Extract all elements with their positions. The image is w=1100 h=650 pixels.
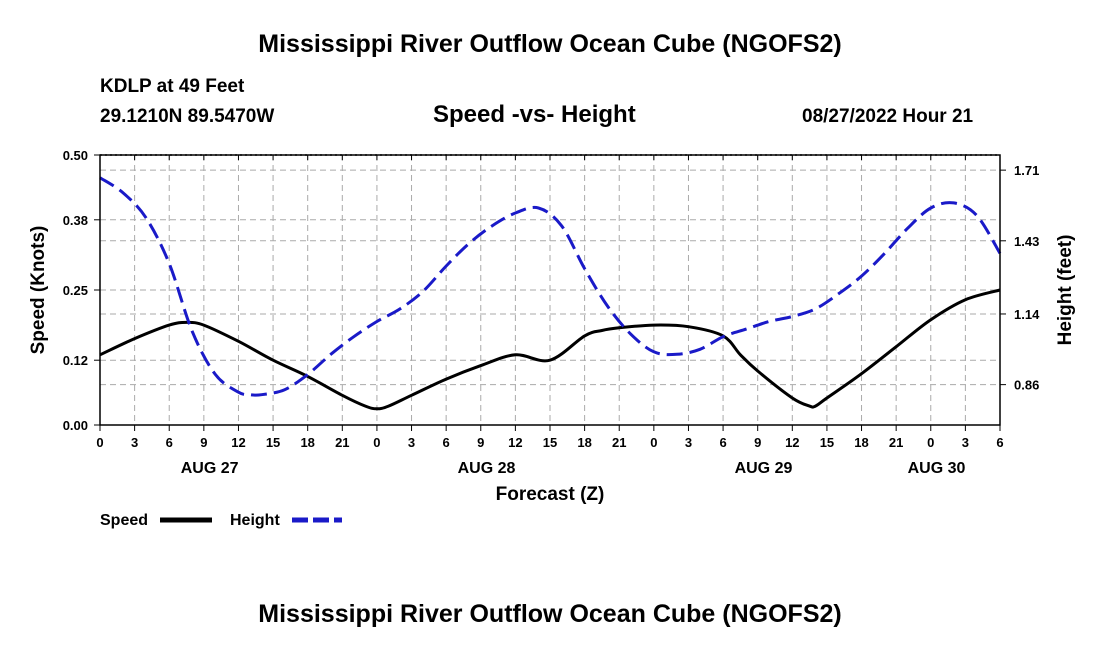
legend-label-height: Height [230, 512, 280, 529]
x-tick-label: 21 [612, 435, 626, 450]
x-tick-label: 21 [889, 435, 903, 450]
x-tick-label: 12 [508, 435, 522, 450]
x-tick-label: 18 [300, 435, 314, 450]
x-tick-label: 18 [577, 435, 591, 450]
x-tick-label: 6 [166, 435, 173, 450]
x-tick-label: 0 [650, 435, 657, 450]
x-tick-label: 18 [854, 435, 868, 450]
x-tick-label: 12 [785, 435, 799, 450]
y-axis-title-right: Height (feet) [1055, 235, 1076, 346]
y-tick-label-left: 0.00 [63, 418, 88, 433]
x-tick-label: 15 [543, 435, 557, 450]
date-label: AUG 28 [458, 460, 516, 477]
y-axis-title-left: Speed (Knots) [28, 226, 49, 355]
series-line-height [99, 176, 1002, 397]
x-tick-label: 3 [685, 435, 692, 450]
legend: Speed Height [100, 512, 342, 529]
y-tick-label-right: 1.43 [1014, 234, 1039, 249]
series-line-speed [99, 288, 1001, 411]
y-tick-label-right: 0.86 [1014, 378, 1039, 393]
series-layer [99, 176, 1002, 411]
y-tick-label-left: 0.25 [63, 283, 88, 298]
x-tick-label: 0 [373, 435, 380, 450]
x-tick-label: 12 [231, 435, 245, 450]
y-tick-label-left: 0.12 [63, 353, 88, 368]
station-coords: 29.1210N 89.5470W [100, 106, 275, 127]
footer-title: Mississippi River Outflow Ocean Cube (NG… [258, 600, 842, 628]
x-tick-label: 9 [200, 435, 207, 450]
date-label: AUG 27 [181, 460, 239, 477]
x-tick-label: 0 [927, 435, 934, 450]
page-title: Mississippi River Outflow Ocean Cube (NG… [258, 30, 842, 58]
legend-label-speed: Speed [100, 512, 148, 529]
grid [100, 155, 1000, 425]
date-label: AUG 29 [735, 460, 793, 477]
x-tick-label: 15 [266, 435, 280, 450]
x-axis-title: Forecast (Z) [496, 484, 605, 505]
x-tick-label: 15 [820, 435, 834, 450]
chart-title: Speed -vs- Height [433, 101, 636, 128]
x-tick-label: 0 [96, 435, 103, 450]
x-tick-label: 6 [443, 435, 450, 450]
date-label: AUG 30 [908, 460, 966, 477]
y-tick-label-right: 1.14 [1014, 307, 1040, 322]
ticks [94, 154, 1006, 431]
x-tick-label: 3 [962, 435, 969, 450]
y-tick-label-left: 0.50 [63, 148, 88, 163]
forecast-datetime: 08/27/2022 Hour 21 [802, 106, 974, 127]
y-tick-label-left: 0.38 [63, 213, 88, 228]
x-tick-label: 3 [408, 435, 415, 450]
y-tick-label-right: 1.71 [1014, 163, 1039, 178]
x-tick-label: 9 [754, 435, 761, 450]
x-tick-label: 6 [996, 435, 1003, 450]
x-tick-label: 21 [335, 435, 349, 450]
x-tick-label: 6 [719, 435, 726, 450]
station-name: KDLP at 49 Feet [100, 76, 245, 97]
tick-labels: 0 3 6 9 12 15 18 21 0 3 6 9 12 15 18 21 0 3 6 9 12 15 18 21 0 3 6A… [63, 148, 1040, 477]
x-tick-label: 9 [477, 435, 484, 450]
x-tick-label: 3 [131, 435, 138, 450]
